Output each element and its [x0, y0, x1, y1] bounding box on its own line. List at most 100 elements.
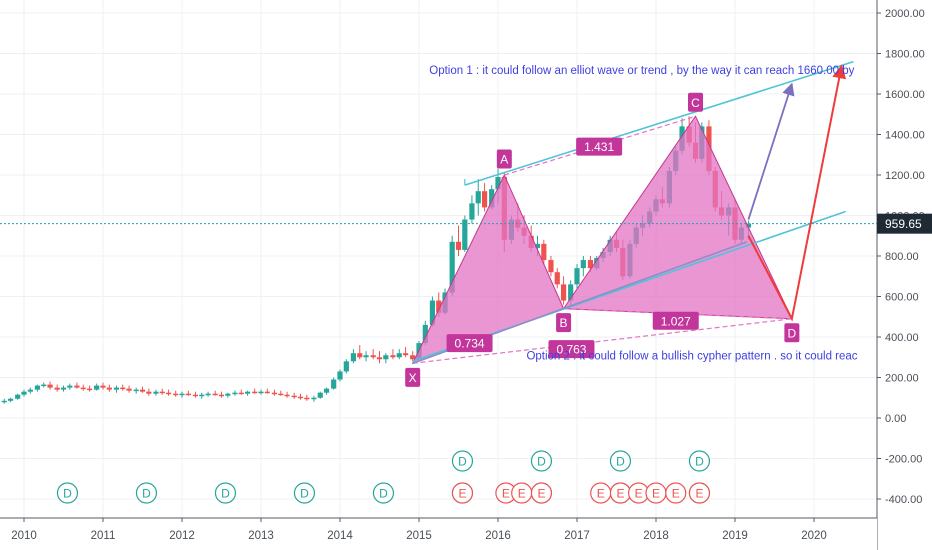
candle-body [363, 355, 369, 358]
candle-body [560, 284, 567, 301]
candle-body [587, 260, 594, 269]
event-marker-label: E [537, 487, 545, 501]
time-tick-label: 2013 [248, 530, 274, 542]
dividend-marker[interactable] [135, 482, 158, 504]
dividend-marker[interactable] [372, 482, 395, 504]
candle-body [402, 353, 409, 356]
candle-body [343, 361, 349, 372]
candle-body [745, 223, 752, 228]
time-tick-label: 2012 [169, 530, 195, 542]
pattern-point-label: C [691, 96, 700, 110]
event-marker-label: E [695, 487, 703, 501]
candle-body [74, 385, 80, 388]
projection-arrow-option-2 [747, 64, 847, 322]
earnings-marker[interactable] [688, 482, 711, 504]
dividend-marker[interactable] [609, 450, 632, 472]
candle-body [462, 219, 468, 250]
time-tick-label: 2018 [643, 530, 669, 542]
event-marker-label: E [672, 487, 680, 501]
event-marker-label: E [458, 487, 466, 501]
candle-body [232, 392, 238, 395]
candle-body [192, 394, 199, 397]
candle-body [94, 385, 100, 390]
ratio-label-box [548, 340, 595, 359]
candle-body [475, 191, 481, 204]
candle-body [331, 379, 337, 389]
candle-body [534, 243, 541, 248]
dividend-marker[interactable] [530, 450, 553, 472]
price-tick-label: -200.00 [885, 454, 922, 466]
candle-body [41, 384, 47, 387]
candle-body [350, 353, 357, 362]
dividend-marker[interactable] [688, 450, 711, 472]
candle-body [252, 391, 258, 394]
event-marker-label: E [635, 487, 643, 501]
event-marker-label: D [537, 455, 546, 469]
candle-body [548, 260, 554, 273]
dividend-marker[interactable] [293, 482, 316, 504]
candle-body [106, 387, 112, 390]
price-tick-label: -400.00 [885, 494, 922, 506]
candle-body [47, 384, 53, 388]
candle-body [297, 396, 304, 399]
annotation-note: Option 1 : it could follow an elliot wav… [429, 65, 854, 77]
candle-body [580, 260, 586, 269]
candle-body [449, 241, 455, 293]
event-marker-label: D [63, 487, 72, 501]
candle-body [212, 393, 218, 396]
candle-body [323, 388, 330, 393]
dividend-marker[interactable] [214, 482, 237, 504]
candle-body [139, 389, 146, 392]
ratio-label-box [446, 334, 493, 353]
ratio-label-box [652, 311, 699, 330]
price-tick-label: 400.00 [885, 332, 919, 344]
price-tick-label: 800.00 [885, 251, 919, 263]
time-tick-label: 2016 [485, 530, 511, 542]
candle-body [225, 393, 231, 396]
earnings-marker[interactable] [530, 482, 553, 504]
price-tick-label: 1400.00 [885, 130, 925, 142]
time-tick-label: 2015 [406, 530, 432, 542]
last-price-tag [877, 213, 932, 234]
candle-body [133, 389, 139, 392]
chart-grid [0, 0, 877, 518]
candle-body [489, 189, 495, 208]
annotation-note: Option 2 : it could follow a bullish cyp… [526, 350, 857, 362]
candle-body [284, 394, 290, 397]
candle-body [390, 355, 396, 358]
earnings-marker[interactable] [451, 482, 474, 504]
dividend-marker[interactable] [451, 450, 474, 472]
candle-body [554, 272, 560, 285]
candle-body [455, 241, 462, 250]
candle-body [60, 387, 67, 390]
price-tick-label: 600.00 [885, 292, 919, 304]
ratio-label: 1.431 [584, 140, 614, 154]
price-tick-label: 2000.00 [885, 8, 925, 20]
event-marker-label: D [379, 487, 388, 501]
candle-body [34, 385, 41, 390]
candle-body [495, 177, 501, 190]
candle-body [54, 387, 60, 390]
candle-body [1, 400, 7, 403]
candle-body [357, 353, 363, 358]
candle-body [7, 398, 14, 401]
event-marker-label: D [142, 487, 151, 501]
candle-body [264, 391, 270, 394]
earnings-marker[interactable] [665, 482, 687, 504]
candle-body [370, 355, 376, 358]
candle-body [153, 391, 159, 394]
price-axis-background [877, 0, 932, 550]
candle-body [337, 371, 343, 380]
event-marker-label: D [458, 455, 467, 469]
pattern-point-label: A [500, 153, 508, 167]
time-tick-label: 2020 [801, 530, 827, 542]
dividend-marker[interactable] [56, 482, 79, 504]
candle-body [238, 392, 244, 395]
candle-body [469, 203, 475, 220]
candle-body [383, 355, 389, 360]
candle-body [291, 395, 297, 398]
time-tick-label: 2019 [722, 530, 748, 542]
event-marker-label: D [221, 487, 230, 501]
candle-body [159, 391, 165, 394]
